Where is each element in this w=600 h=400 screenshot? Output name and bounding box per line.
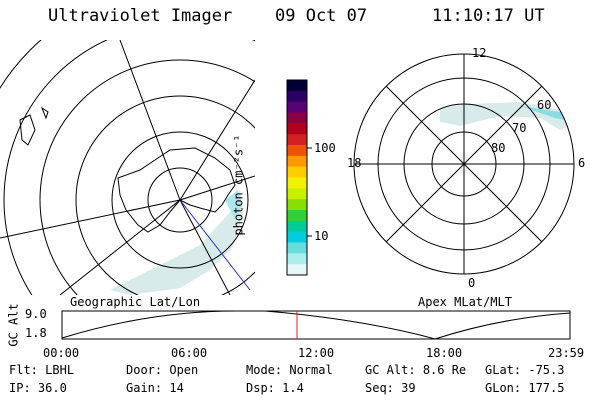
colorbar-segment: [287, 145, 307, 157]
mlt-label-18: 18: [347, 156, 362, 170]
polar-mlat-mlt-plot: [353, 53, 575, 275]
status-door: Door: Open: [126, 363, 199, 377]
colorbar-segment: [287, 210, 307, 222]
colorbar-segment: [287, 177, 307, 189]
status-filter: Flt: LBHL: [9, 363, 75, 377]
colorbar-segment: [287, 188, 307, 200]
altitude-ytick-high: 9.0: [25, 307, 47, 321]
colorbar-tick-10: 10: [314, 229, 329, 243]
mlat-label-60: 60: [537, 98, 552, 112]
geographic-panel-label: Geographic Lat/Lon: [70, 295, 201, 309]
apex-panel-label: Apex MLat/MLT: [418, 295, 512, 309]
colorbar-segment: [287, 220, 307, 233]
colorbar-tick-100: 100: [314, 141, 336, 155]
colorbar-segment: [287, 253, 307, 265]
colorbar-segment: [287, 264, 307, 276]
mlt-label-6: 6: [578, 156, 586, 170]
mlt-label-12: 12: [472, 46, 487, 60]
time-label: 11:10:17 UT: [432, 6, 545, 26]
colorbar-segment: [287, 112, 307, 124]
status-gc-alt: GC Alt: 8.6 Re: [365, 363, 467, 377]
status-ip: IP: 36.0: [9, 381, 67, 395]
colorbar-segment: [287, 199, 307, 211]
status-gain: Gain: 14: [126, 381, 184, 395]
colorbar-unit-label: photon cm⁻²s⁻¹: [231, 134, 246, 236]
colorbar-segment: [287, 101, 307, 113]
altitude-ytick-low: 1.8: [25, 326, 47, 340]
altitude-ylabel: GC Alt: [6, 303, 21, 347]
colorbar-segment: [287, 155, 307, 168]
colorbar-segment: [287, 242, 307, 254]
status-glon: GLon: 177.5: [485, 381, 565, 395]
altitude-xtick-1: 06:00: [171, 346, 208, 360]
altitude-xtick-2: 12:00: [298, 346, 335, 360]
status-seq: Seq: 39: [365, 381, 416, 395]
altitude-xtick-0: 00:00: [43, 346, 80, 360]
mlat-label-80: 80: [491, 141, 506, 155]
colorbar-segment: [287, 123, 307, 135]
colorbar-segment: [287, 166, 307, 178]
status-mode: Mode: Normal: [246, 363, 333, 377]
colorbar: [287, 80, 307, 276]
colorbar-segment: [287, 134, 307, 146]
geographic-map: [0, 40, 255, 295]
altitude-xtick-4: 23:59: [548, 346, 585, 360]
colorbar-segment: [287, 231, 307, 243]
status-dsp: Dsp: 1.4: [246, 381, 304, 395]
colorbar-segment: [287, 80, 307, 92]
altitude-plot: [61, 310, 571, 340]
instrument-title: Ultraviolet Imager: [48, 6, 233, 26]
altitude-xtick-3: 18:00: [426, 346, 463, 360]
mlat-label-70: 70: [512, 121, 527, 135]
date-label: 09 Oct 07: [275, 6, 368, 26]
status-glat: GLat: -75.3: [485, 363, 565, 377]
mlt-label-0: 0: [468, 276, 476, 290]
colorbar-segment: [287, 90, 307, 103]
